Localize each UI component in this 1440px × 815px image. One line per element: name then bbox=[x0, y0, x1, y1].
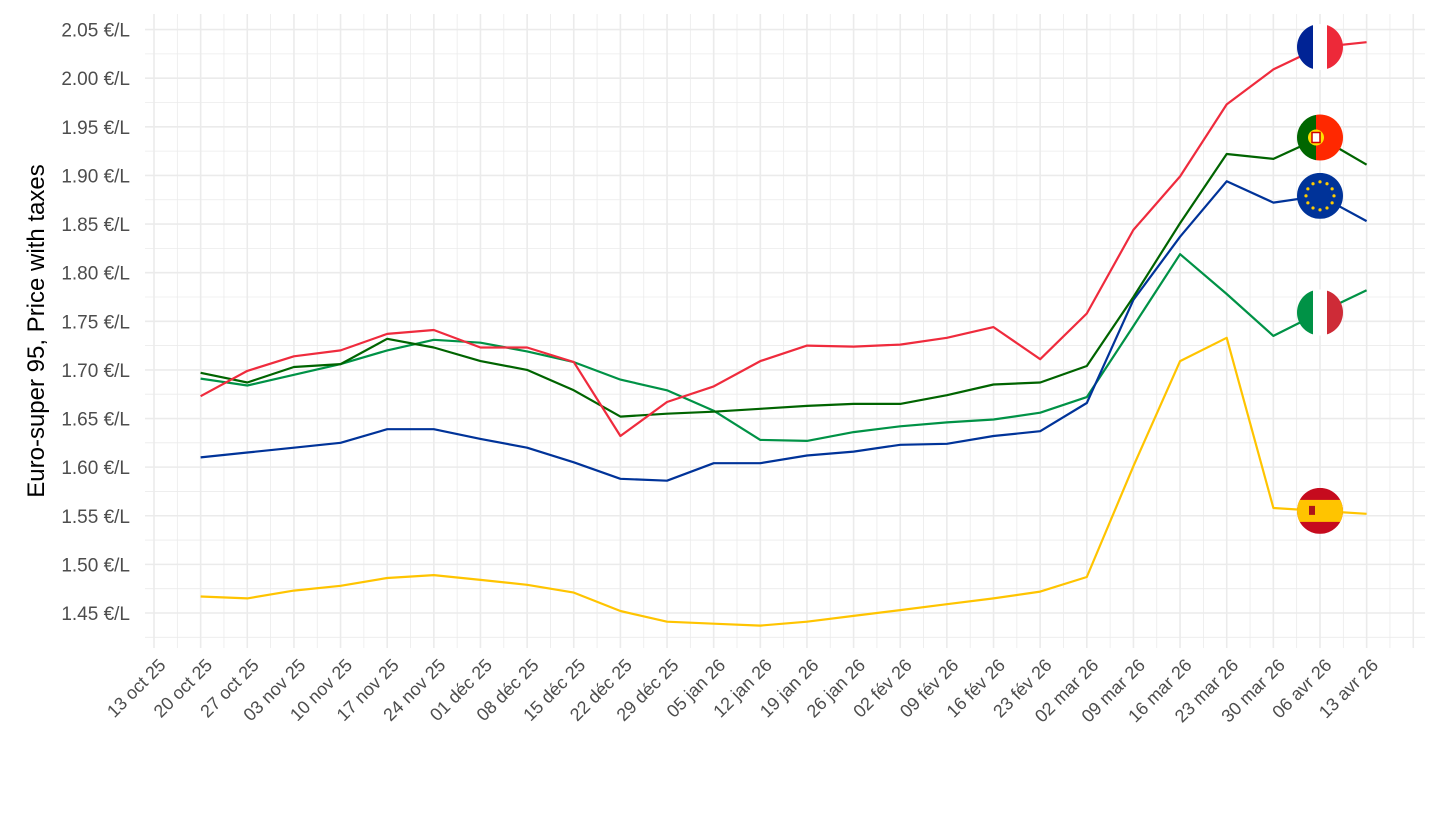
flag-yellow bbox=[1297, 499, 1343, 522]
flag-blue bbox=[1297, 24, 1313, 71]
y-tick-label: 1.80 €/L bbox=[61, 264, 130, 285]
flag-red bbox=[1327, 24, 1343, 71]
flag-star bbox=[1330, 201, 1334, 205]
y-tick-label: 1.45 €/L bbox=[61, 604, 130, 625]
flag-star bbox=[1311, 182, 1315, 186]
flag-white bbox=[1313, 24, 1327, 71]
y-tick-label: 1.95 €/L bbox=[61, 118, 130, 139]
y-tick-label: 1.90 €/L bbox=[61, 166, 130, 187]
y-tick-label: 1.55 €/L bbox=[61, 507, 130, 528]
series-line-italy bbox=[200, 253, 1368, 442]
eu-flag-icon bbox=[1297, 172, 1343, 219]
y-tick-label: 1.60 €/L bbox=[61, 458, 130, 479]
y-tick-label: 2.05 €/L bbox=[61, 21, 130, 42]
flag-coat-of-arms bbox=[1309, 505, 1315, 515]
y-tick-label: 2.00 €/L bbox=[61, 69, 130, 90]
flag-star bbox=[1332, 194, 1336, 198]
flag-white bbox=[1313, 289, 1327, 336]
france-flag-icon bbox=[1297, 24, 1343, 71]
flag-star bbox=[1318, 208, 1322, 212]
y-tick-label: 1.75 €/L bbox=[61, 312, 130, 333]
flag-star bbox=[1306, 201, 1310, 205]
spain-flag-icon bbox=[1297, 487, 1343, 534]
flag-green bbox=[1297, 114, 1316, 161]
flag-star bbox=[1330, 187, 1334, 191]
y-tick-label: 1.65 €/L bbox=[61, 410, 130, 431]
flag-green bbox=[1297, 289, 1313, 336]
flag-shield bbox=[1311, 131, 1321, 144]
flag-star bbox=[1311, 206, 1315, 210]
flag-blue bbox=[1297, 172, 1343, 219]
y-axis-label: Euro-super 95, Price with taxes bbox=[23, 164, 50, 497]
y-tick-label: 1.85 €/L bbox=[61, 215, 130, 236]
italy-flag-icon bbox=[1297, 289, 1343, 336]
flag-star bbox=[1325, 206, 1329, 210]
flag-star bbox=[1325, 182, 1329, 186]
y-tick-label: 1.70 €/L bbox=[61, 361, 130, 382]
y-tick-label: 1.50 €/L bbox=[61, 555, 130, 576]
flag-star bbox=[1318, 180, 1322, 184]
series-line-spain bbox=[200, 336, 1367, 627]
portugal-flag-icon bbox=[1297, 114, 1343, 161]
series-line-eu bbox=[200, 180, 1368, 482]
flag-star bbox=[1306, 187, 1310, 191]
series-line-france bbox=[200, 41, 1367, 438]
series-line-portugal bbox=[200, 136, 1368, 418]
flag-red bbox=[1327, 289, 1343, 336]
flag-star bbox=[1304, 194, 1308, 198]
